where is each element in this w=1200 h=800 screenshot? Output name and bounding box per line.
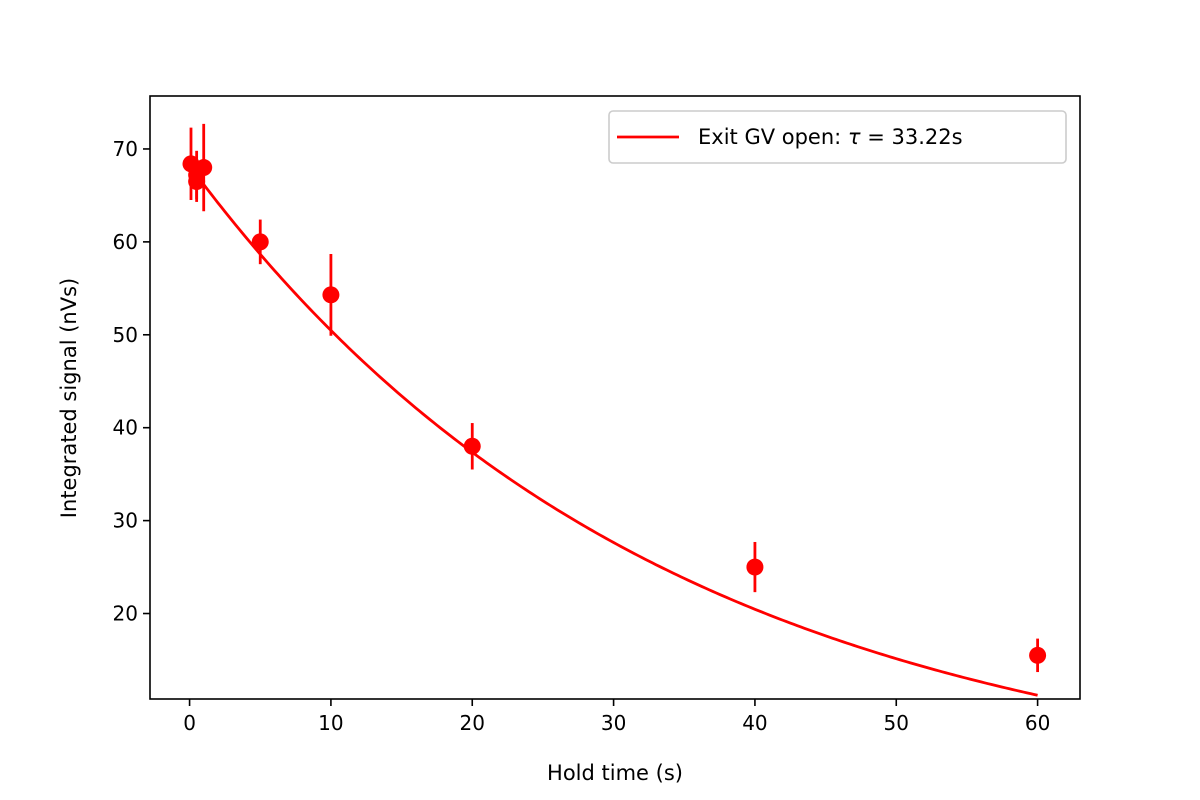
y-tick-label: 60 [113,230,138,254]
y-tick-label: 50 [113,323,138,347]
legend: Exit GV open: τ = 33.22s [608,110,1067,164]
y-tick-label: 20 [113,602,138,626]
x-axis-label: Hold time (s) [547,761,683,785]
data-point [463,437,481,455]
fit-curve-group [188,164,1038,697]
y-tick-label: 70 [113,137,138,161]
legend-label-prefix: Exit GV open: [698,125,848,149]
data-points-group [182,123,1047,673]
x-tick-label: 50 [884,711,909,735]
y-tick-label: 40 [113,416,138,440]
x-tick-label: 30 [601,711,626,735]
legend-frame [608,110,1067,164]
data-point [251,233,269,251]
legend-tau-symbol: τ [848,125,861,149]
data-point [195,159,213,177]
legend-label: Exit GV open: τ = 33.22s [698,125,963,149]
x-tick-label: 10 [318,711,343,735]
data-point [1029,646,1047,664]
data-point [322,286,340,304]
y-axis-label: Integrated signal (nVs) [57,278,81,518]
x-tick-label: 20 [460,711,485,735]
fit-curve [188,164,1038,697]
data-point [746,558,764,576]
y-tick-label: 30 [113,509,138,533]
legend-label-suffix: = 33.22s [861,125,963,149]
x-tick-label: 60 [1025,711,1050,735]
x-tick-label: 40 [742,711,767,735]
axes: 0 10 20 30 40 50 60 20 30 40 50 60 70 [113,95,1081,735]
x-tick-label: 0 [183,711,196,735]
plot-frame [149,95,1081,700]
